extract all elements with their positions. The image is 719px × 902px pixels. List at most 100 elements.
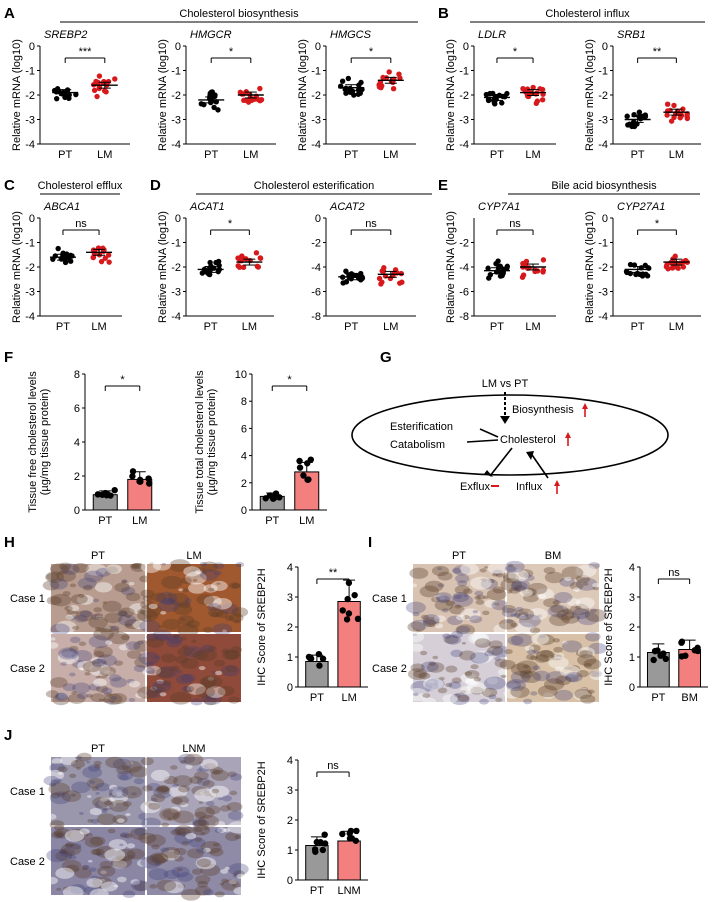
tissue-texture xyxy=(494,658,510,668)
tissue-texture xyxy=(480,577,487,582)
x-tick-label: LM xyxy=(525,321,540,333)
tissue-texture xyxy=(89,780,96,784)
tissue-texture xyxy=(156,591,178,605)
tissue-texture xyxy=(93,607,103,613)
tissue-texture xyxy=(151,844,160,850)
gene-name: CYP7A1 xyxy=(478,201,520,213)
tissue-texture xyxy=(161,822,170,828)
tissue-texture xyxy=(140,603,162,618)
tissue-texture xyxy=(198,765,210,772)
tissue-texture xyxy=(53,828,71,839)
tissue-texture xyxy=(108,784,118,791)
tissue-texture xyxy=(482,610,490,616)
tissue-texture xyxy=(200,864,220,876)
tissue-texture xyxy=(198,666,206,671)
tissue-texture xyxy=(200,569,219,581)
tissue-background xyxy=(147,757,241,825)
tissue-texture xyxy=(201,692,223,705)
gene-name: ABCA1 xyxy=(43,201,80,213)
y-tick-label: 0 xyxy=(463,41,469,53)
tissue-texture xyxy=(187,848,204,859)
tissue-texture xyxy=(61,859,82,872)
y-tick-label: 4 xyxy=(629,562,635,574)
tissue-texture xyxy=(483,676,506,690)
gene-name: CYP27A1 xyxy=(617,201,665,213)
bar xyxy=(337,840,361,881)
tissue-texture xyxy=(71,690,77,695)
tissue-texture xyxy=(144,665,161,676)
tissue-texture xyxy=(511,578,530,590)
data-point xyxy=(644,273,651,279)
tissue-texture xyxy=(576,611,599,626)
tissue-texture xyxy=(473,677,482,682)
data-point xyxy=(240,264,247,271)
tissue-texture xyxy=(88,683,101,691)
tissue-texture xyxy=(161,597,176,605)
y-tick-label: 2 xyxy=(287,622,293,634)
tissue-texture xyxy=(472,610,479,614)
tissue-texture xyxy=(112,814,128,825)
tissue-texture xyxy=(451,567,462,574)
significance-label: ** xyxy=(329,567,338,579)
tissue-texture xyxy=(575,589,580,592)
data-point xyxy=(636,109,643,115)
tissue-texture xyxy=(433,594,446,602)
tissue-texture xyxy=(570,603,590,616)
panel-letter-G: G xyxy=(380,349,392,366)
tissue-texture xyxy=(181,673,196,683)
tissue-texture xyxy=(437,571,453,581)
tissue-texture xyxy=(125,592,141,602)
tissue-texture xyxy=(140,856,162,869)
tissue-texture xyxy=(110,696,118,701)
tissue-texture xyxy=(45,876,58,885)
tissue-texture xyxy=(449,693,470,705)
tissue-texture xyxy=(172,634,180,639)
tissue-texture xyxy=(453,565,471,576)
tissue-texture xyxy=(235,562,245,568)
data-point xyxy=(378,281,384,287)
tissue-texture xyxy=(165,637,182,648)
y-tick-label: -1 xyxy=(171,238,181,250)
tissue-texture xyxy=(62,591,71,596)
x-tick-label: LM xyxy=(132,515,147,527)
tissue-texture xyxy=(183,566,201,577)
tissue-background xyxy=(51,757,145,825)
tissue-texture xyxy=(206,800,215,806)
tissue-texture xyxy=(196,768,203,772)
data-point xyxy=(91,87,98,94)
tissue-texture xyxy=(574,688,593,700)
data-point xyxy=(257,255,264,261)
tissue-texture xyxy=(209,792,217,798)
x-tick-label: PT xyxy=(204,321,218,333)
y-tick-label: -2 xyxy=(311,238,321,250)
tissue-texture xyxy=(76,594,94,605)
tissue-texture xyxy=(103,692,112,697)
tissue-texture xyxy=(460,685,474,695)
tissue-texture xyxy=(50,623,70,636)
tissue-texture xyxy=(229,582,241,589)
tissue-texture xyxy=(67,828,89,842)
tissue-texture xyxy=(164,881,184,894)
micrograph xyxy=(498,560,607,634)
tissue-texture xyxy=(152,629,172,641)
data-point xyxy=(623,268,630,275)
tissue-texture xyxy=(451,677,462,684)
tissue-texture xyxy=(463,594,468,597)
tissue-texture xyxy=(46,596,62,606)
group-title: Cholesterol influx xyxy=(545,8,630,20)
x-tick-label: PT xyxy=(631,149,645,161)
micrograph-header: PT xyxy=(91,743,105,755)
tissue-texture xyxy=(548,656,569,669)
y-tick-label: -1 xyxy=(459,66,469,78)
tissue-texture xyxy=(154,656,159,659)
tissue-texture xyxy=(209,848,224,857)
tissue-texture xyxy=(111,789,123,797)
tissue-texture xyxy=(423,619,436,627)
y-axis-label: Relative mRNA (log10) xyxy=(11,211,23,323)
tissue-texture xyxy=(168,786,188,798)
data-point xyxy=(317,838,324,846)
tissue-background xyxy=(507,564,599,632)
tissue-texture xyxy=(55,867,75,879)
tissue-texture xyxy=(209,766,224,775)
